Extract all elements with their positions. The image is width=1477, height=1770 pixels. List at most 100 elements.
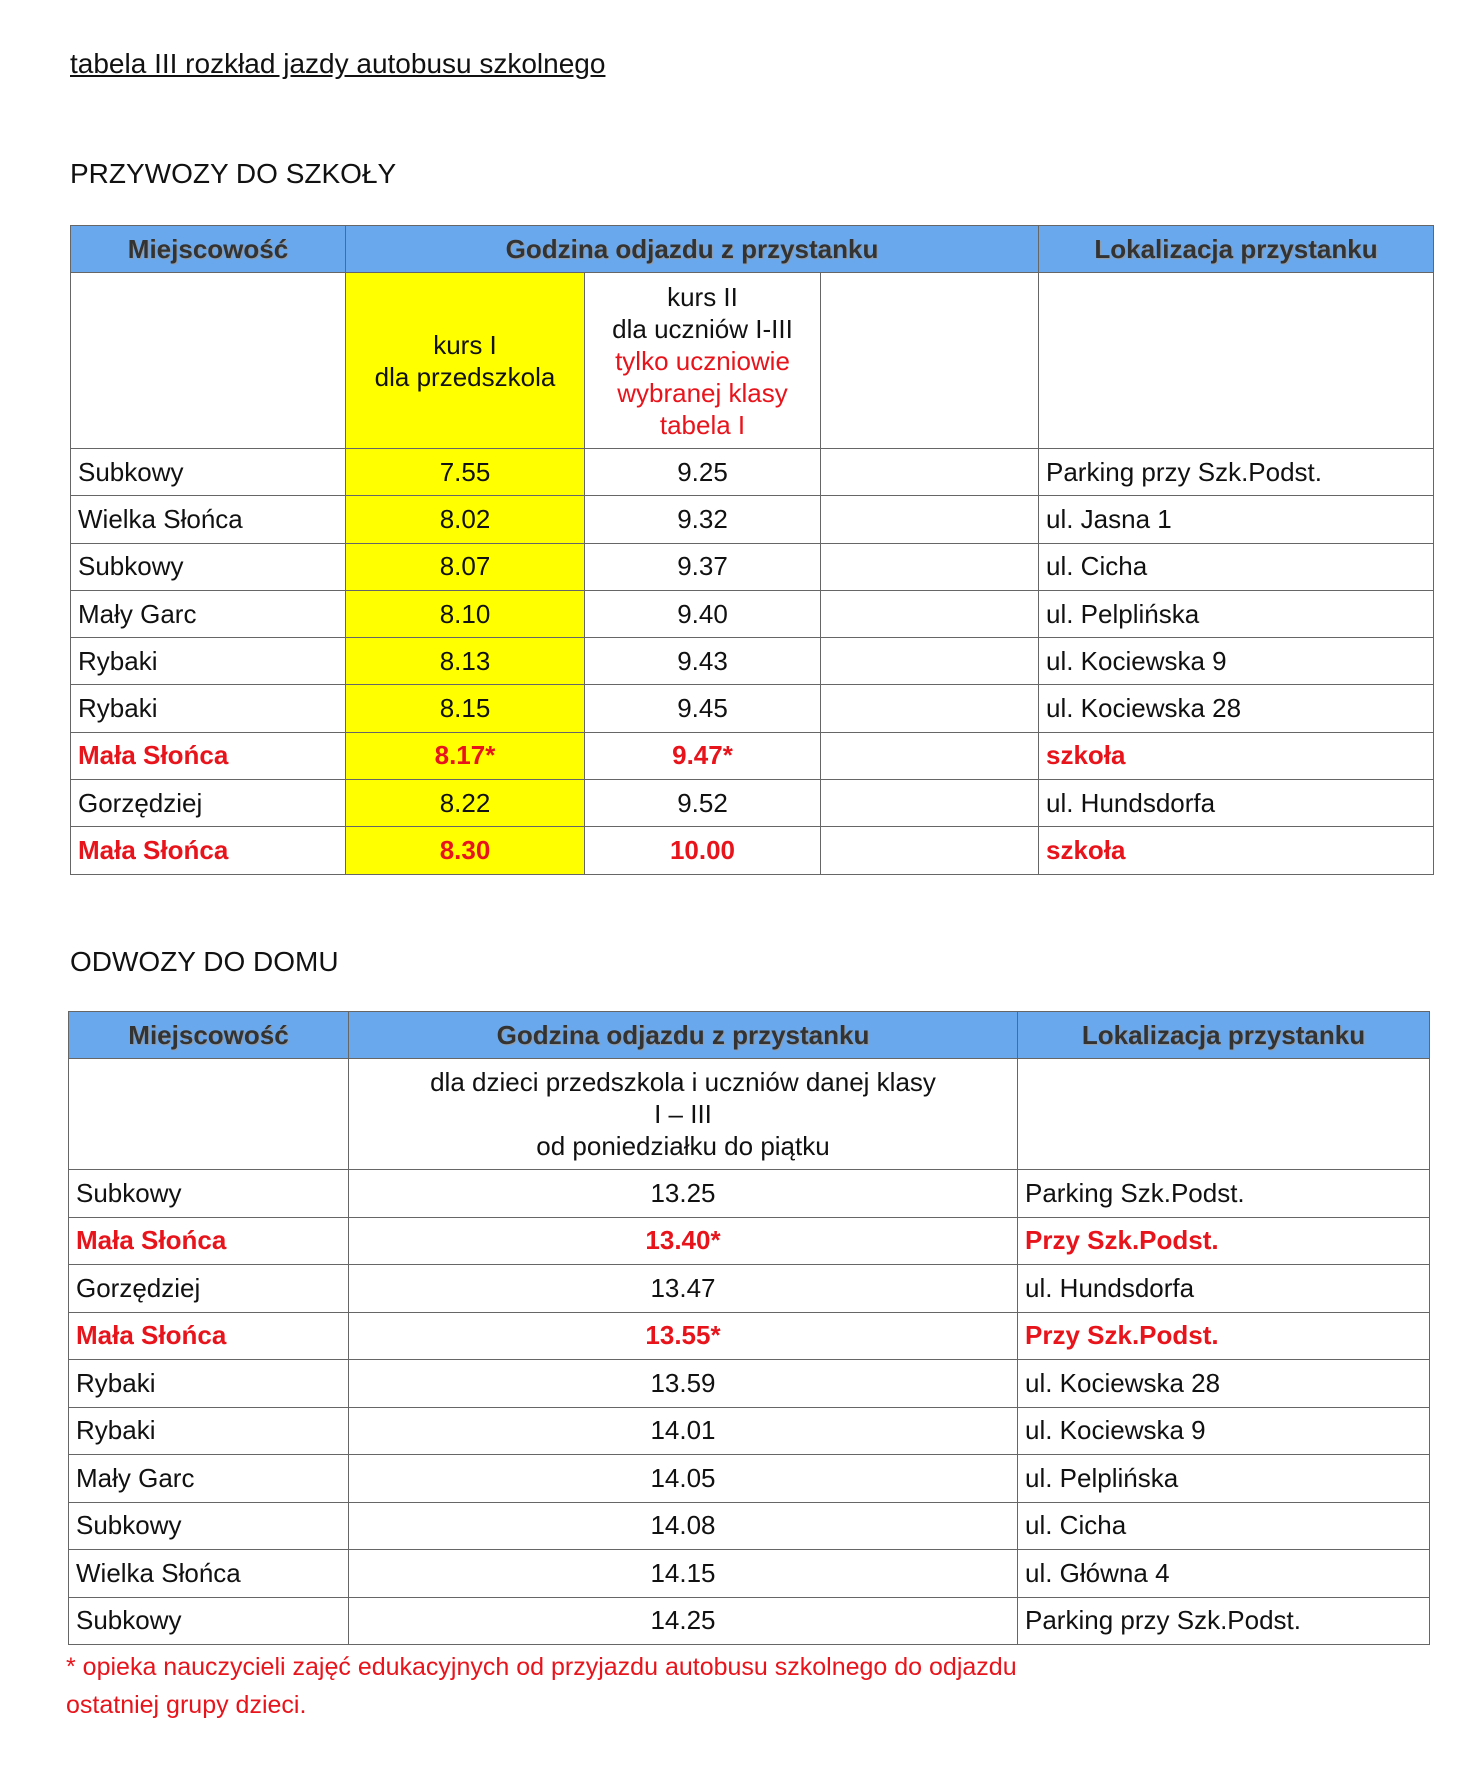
table-row: Rybaki 8.13 9.43 ul. Kociewska 9 xyxy=(70,637,1434,686)
cell-k2: 10.00 xyxy=(584,826,821,875)
cell-time: 14.15 xyxy=(348,1549,1018,1598)
kurs1-line: dla przedszkola xyxy=(374,361,556,392)
cell-place: Gorzędziej xyxy=(68,1264,349,1313)
cell-k2: 9.43 xyxy=(584,637,821,686)
cell-place: Subkowy xyxy=(70,447,346,497)
empty-cell xyxy=(820,731,1039,781)
header-time: Godzina odjazdu z przystanku xyxy=(348,1011,1018,1059)
cell-k1: 8.02 xyxy=(345,495,585,544)
cell-time: 14.01 xyxy=(348,1406,1018,1455)
kurs2-note: tylko uczniowie xyxy=(615,345,790,376)
cell-k2: 9.52 xyxy=(584,779,821,828)
cell-place: Rybaki xyxy=(70,684,346,733)
cell-time: 14.25 xyxy=(348,1596,1018,1645)
cell-loc: ul. Cicha xyxy=(1017,1501,1430,1550)
table-row: Subkowy 13.25 Parking Szk.Podst. xyxy=(68,1169,1430,1218)
cell-time: 14.05 xyxy=(348,1454,1018,1503)
kurs1-line: kurs I xyxy=(433,329,497,360)
cell-loc: ul. Jasna 1 xyxy=(1038,495,1434,544)
cell-time: 13.55* xyxy=(348,1311,1018,1360)
odwozy-subheader: dla dzieci przedszkola i uczniów danej k… xyxy=(348,1058,1018,1170)
cell-place: Mała Słońca xyxy=(68,1216,349,1265)
table-row: Rybaki 14.01 ul. Kociewska 9 xyxy=(68,1406,1430,1455)
cell-k2: 9.25 xyxy=(584,447,821,497)
empty-cell xyxy=(820,826,1039,875)
cell-k1: 8.22 xyxy=(345,779,585,828)
cell-place: Subkowy xyxy=(68,1501,349,1550)
table-row: Wielka Słońca 14.15 ul. Główna 4 xyxy=(68,1549,1430,1598)
cell-loc: ul. Pelplińska xyxy=(1038,589,1434,639)
footnote-line: ostatniej grupy dzieci. xyxy=(66,1691,307,1719)
section-heading-odwozy: ODWOZY DO DOMU xyxy=(70,946,339,977)
subheader-row: dla dzieci przedszkola i uczniów danej k… xyxy=(68,1058,1430,1170)
cell-place: Rybaki xyxy=(70,637,346,686)
cell-loc: ul. Kociewska 9 xyxy=(1017,1406,1430,1455)
table-row: Mała Słońca 8.17* 9.47* szkoła xyxy=(70,731,1434,781)
cell-k2: 9.40 xyxy=(584,589,821,639)
header-row: Miejscowość Godzina odjazdu z przystanku… xyxy=(68,1011,1430,1059)
table-row: Rybaki 8.15 9.45 ul. Kociewska 28 xyxy=(70,684,1434,733)
table-row: Subkowy 14.08 ul. Cicha xyxy=(68,1501,1430,1550)
cell-k1: 8.07 xyxy=(345,542,585,591)
cell-place: Wielka Słońca xyxy=(70,495,346,544)
table-row: Rybaki 13.59 ul. Kociewska 28 xyxy=(68,1359,1430,1408)
empty-cell xyxy=(820,684,1039,733)
cell-loc: ul. Główna 4 xyxy=(1017,1549,1430,1598)
table-row: Subkowy 14.25 Parking przy Szk.Podst. xyxy=(68,1596,1430,1645)
table-row: Gorzędziej 13.47 ul. Hundsdorfa xyxy=(68,1264,1430,1313)
cell-k2: 9.32 xyxy=(584,495,821,544)
cell-loc: ul. Kociewska 28 xyxy=(1038,684,1434,733)
header-place: Miejscowość xyxy=(70,225,346,273)
cell-k1: 8.13 xyxy=(345,637,585,686)
cell-loc: ul. Cicha xyxy=(1038,542,1434,591)
cell-place: Subkowy xyxy=(70,542,346,591)
cell-place: Mała Słońca xyxy=(68,1311,349,1360)
cell-k1: 8.17* xyxy=(345,731,585,781)
cell-loc: Przy Szk.Podst. xyxy=(1017,1311,1430,1360)
cell-loc: ul. Kociewska 9 xyxy=(1038,637,1434,686)
cell-k2: 9.47* xyxy=(584,731,821,781)
header-row: Miejscowość Godzina odjazdu z przystanku… xyxy=(70,225,1434,273)
cell-time: 13.40* xyxy=(348,1216,1018,1265)
header-location: Lokalizacja przystanku xyxy=(1017,1011,1430,1059)
empty-cell xyxy=(820,589,1039,639)
table-row: Mały Garc 8.10 9.40 ul. Pelplińska xyxy=(70,589,1434,639)
cell-k1: 8.10 xyxy=(345,589,585,639)
subheader-line: od poniedziałku do piątku xyxy=(536,1131,830,1161)
cell-place: Mała Słońca xyxy=(70,826,346,875)
cell-loc: ul. Pelplińska xyxy=(1017,1454,1430,1503)
cell-loc: Parking Szk.Podst. xyxy=(1017,1169,1430,1218)
header-location: Lokalizacja przystanku xyxy=(1038,225,1434,273)
table-row: Subkowy 8.07 9.37 ul. Cicha xyxy=(70,542,1434,591)
cell-k1: 7.55 xyxy=(345,447,585,497)
footnote: * opieka nauczycieli zajęć edukacyjnych … xyxy=(66,1648,1017,1724)
cell-place: Mały Garc xyxy=(70,589,346,639)
cell-place: Rybaki xyxy=(68,1359,349,1408)
cell-place: Gorzędziej xyxy=(70,779,346,828)
cell-k2: 9.37 xyxy=(584,542,821,591)
cell-loc: Parking przy Szk.Podst. xyxy=(1017,1596,1430,1645)
empty-cell xyxy=(820,447,1039,497)
kurs2-note: wybranej klasy xyxy=(617,377,788,408)
cell-place: Mała Słońca xyxy=(70,731,346,781)
cell-k1: 8.15 xyxy=(345,684,585,733)
empty-cell xyxy=(820,542,1039,591)
cell-time: 13.59 xyxy=(348,1359,1018,1408)
przywozy-table: Miejscowość Godzina odjazdu z przystanku… xyxy=(70,225,1434,875)
cell-loc: ul. Hundsdorfa xyxy=(1017,1264,1430,1313)
cell-loc: Przy Szk.Podst. xyxy=(1017,1216,1430,1265)
table-row: Mała Słońca 8.30 10.00 szkoła xyxy=(70,826,1434,875)
table-row: Mała Słońca 13.40* Przy Szk.Podst. xyxy=(68,1216,1430,1265)
cell-time: 13.47 xyxy=(348,1264,1018,1313)
cell-place: Subkowy xyxy=(68,1596,349,1645)
table-row: Subkowy 7.55 9.25 Parking przy Szk.Podst. xyxy=(70,447,1434,497)
cell-loc: Parking przy Szk.Podst. xyxy=(1038,447,1434,497)
kurs2-note: tabela I xyxy=(659,409,746,440)
empty-cell xyxy=(820,495,1039,544)
kurs2-label: kurs II dla uczniów I-III tylko uczniowi… xyxy=(584,272,821,449)
empty-cell xyxy=(820,779,1039,828)
cell-k1: 8.30 xyxy=(345,826,585,875)
table-row: Gorzędziej 8.22 9.52 ul. Hundsdorfa xyxy=(70,779,1434,828)
kurs2-line: dla uczniów I-III xyxy=(612,313,793,344)
